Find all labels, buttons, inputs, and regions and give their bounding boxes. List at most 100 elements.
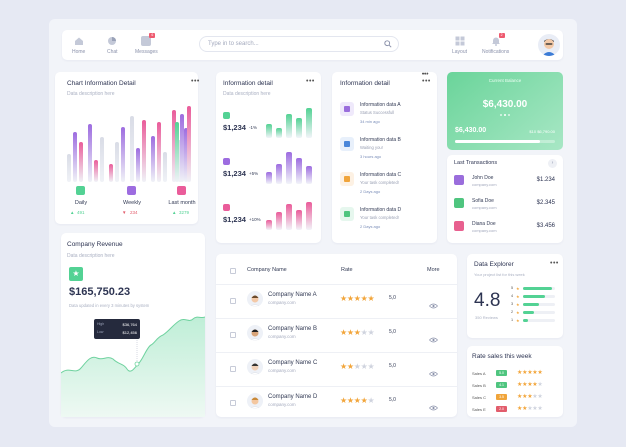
info-item-time: 3 hours ago bbox=[360, 154, 382, 159]
info-item-title[interactable]: Information data C bbox=[360, 172, 402, 178]
info-item-title[interactable]: Information data B bbox=[360, 137, 401, 143]
star-icon: ★ bbox=[346, 362, 354, 371]
transaction-name[interactable]: John Doe bbox=[472, 175, 494, 181]
info-list-menu-button[interactable]: ••• bbox=[422, 78, 431, 85]
mini-bar bbox=[276, 212, 282, 230]
explorer-menu-button[interactable]: ••• bbox=[550, 260, 559, 267]
carousel-dot[interactable] bbox=[500, 114, 502, 116]
metric-change: +5% bbox=[249, 171, 259, 176]
item-menu-button[interactable]: ••• bbox=[422, 72, 429, 78]
eye-icon[interactable] bbox=[429, 364, 438, 377]
level-track bbox=[523, 303, 555, 306]
item-menu-button[interactable]: ••• bbox=[422, 72, 429, 78]
nav-notifications[interactable]: 2 Notifications bbox=[482, 33, 509, 55]
row-divider bbox=[216, 284, 457, 285]
info-detail-menu-button[interactable]: ••• bbox=[306, 78, 315, 85]
chart-info-menu-button[interactable]: ••• bbox=[191, 78, 200, 85]
row-checkbox[interactable] bbox=[230, 400, 236, 406]
info-item-title[interactable]: Information data A bbox=[360, 102, 401, 108]
star-rating[interactable]: ★★★★★ bbox=[340, 328, 375, 337]
col-company-name[interactable]: Company Name bbox=[247, 267, 287, 273]
revenue-tooltip: High $36,764 Low $12,456 bbox=[94, 319, 140, 339]
eye-icon[interactable] bbox=[429, 398, 438, 411]
company-name[interactable]: Company Name D bbox=[268, 394, 318, 400]
nav-messages[interactable]: 6 Messages bbox=[135, 33, 158, 55]
star-icon: ★ bbox=[360, 362, 368, 371]
legend-daily-value: 491 bbox=[77, 210, 85, 215]
company-name[interactable]: Company Name A bbox=[268, 292, 317, 298]
search-icon[interactable] bbox=[384, 40, 392, 48]
item-menu-button[interactable]: ••• bbox=[422, 72, 429, 78]
nav-home[interactable]: Home bbox=[72, 36, 85, 55]
mini-bar bbox=[296, 118, 302, 138]
bell-icon: 2 bbox=[491, 33, 505, 46]
info-detail-card: Information detail Data description here… bbox=[216, 72, 321, 243]
tooltip-high-label: High bbox=[97, 322, 105, 326]
transaction-amount: $1.234 bbox=[536, 177, 555, 183]
chart-bar bbox=[175, 122, 179, 182]
mini-bar bbox=[286, 204, 292, 230]
chart-bar bbox=[180, 114, 184, 182]
star-icon: ★ bbox=[522, 382, 528, 388]
star-icon: ★ bbox=[353, 294, 361, 303]
eye-icon[interactable] bbox=[429, 296, 438, 309]
mini-bar-chart bbox=[266, 102, 316, 138]
carousel-dots[interactable] bbox=[500, 114, 510, 116]
nav-chat[interactable]: Chat bbox=[107, 36, 118, 55]
company-avatar bbox=[247, 393, 263, 409]
chart-bar bbox=[67, 154, 71, 182]
select-all-checkbox[interactable] bbox=[230, 268, 236, 274]
info-item-title[interactable]: Information data D bbox=[360, 207, 402, 213]
star-rating: ★★★★★ bbox=[517, 381, 543, 388]
star-icon: ★ bbox=[537, 370, 543, 376]
row-checkbox[interactable] bbox=[230, 332, 236, 338]
nav-layout[interactable]: Layout bbox=[452, 36, 467, 55]
document-icon bbox=[344, 106, 350, 112]
sales-label: Sales E bbox=[472, 407, 486, 412]
company-name[interactable]: Company Name B bbox=[268, 326, 318, 332]
user-avatar[interactable] bbox=[538, 34, 560, 56]
star-rating[interactable]: ★★★★★ bbox=[340, 396, 375, 405]
transaction-avatar bbox=[454, 221, 464, 231]
explorer-score: 4.8 bbox=[474, 290, 501, 311]
carousel-dot[interactable] bbox=[508, 114, 510, 116]
level-fill bbox=[523, 311, 535, 314]
star-icon: ★ bbox=[367, 396, 375, 405]
metric-change: -1% bbox=[249, 125, 258, 130]
carousel-dot[interactable] bbox=[504, 114, 506, 116]
eye-icon[interactable] bbox=[429, 330, 438, 343]
star-rating[interactable]: ★★★★★ bbox=[340, 294, 375, 303]
chart-bar bbox=[73, 132, 77, 182]
notifications-badge: 2 bbox=[498, 33, 505, 38]
item-menu-button[interactable]: ••• bbox=[422, 72, 429, 78]
sales-label: Sales B bbox=[472, 383, 486, 388]
revenue-title: Company Revenue bbox=[67, 241, 123, 248]
transaction-avatar bbox=[454, 175, 464, 185]
star-icon: ★ bbox=[522, 394, 528, 400]
row-checkbox[interactable] bbox=[230, 366, 236, 372]
transactions-more-button[interactable]: › bbox=[548, 159, 557, 168]
star-icon: ★ bbox=[367, 328, 375, 337]
chart-bar bbox=[163, 152, 167, 182]
transaction-name[interactable]: Sofia Doe bbox=[472, 198, 494, 204]
legend-weekly-value: 234 bbox=[130, 210, 138, 215]
chart-bar bbox=[187, 106, 191, 182]
chart-point[interactable] bbox=[134, 361, 140, 367]
star-icon: ★ bbox=[360, 294, 368, 303]
col-rate[interactable]: Rate bbox=[341, 267, 353, 273]
company-name[interactable]: Company Name C bbox=[268, 360, 318, 366]
info-item-status: Waiting you! bbox=[360, 145, 383, 150]
star-icon: ★ bbox=[517, 370, 523, 376]
search-input[interactable]: Type in to search... bbox=[199, 36, 399, 52]
sales-tag: 4.1 bbox=[496, 382, 507, 388]
star-rating[interactable]: ★★★★★ bbox=[340, 362, 375, 371]
row-checkbox[interactable] bbox=[230, 298, 236, 304]
transaction-name[interactable]: Diana Doe bbox=[472, 221, 496, 227]
chart-bar bbox=[157, 122, 161, 182]
star-icon: ★ bbox=[527, 382, 533, 388]
star-icon: ★ bbox=[516, 318, 520, 323]
star-icon: ★ bbox=[340, 294, 347, 303]
col-more[interactable]: More bbox=[427, 267, 440, 273]
mini-bar bbox=[306, 202, 312, 230]
row-divider bbox=[216, 352, 457, 353]
